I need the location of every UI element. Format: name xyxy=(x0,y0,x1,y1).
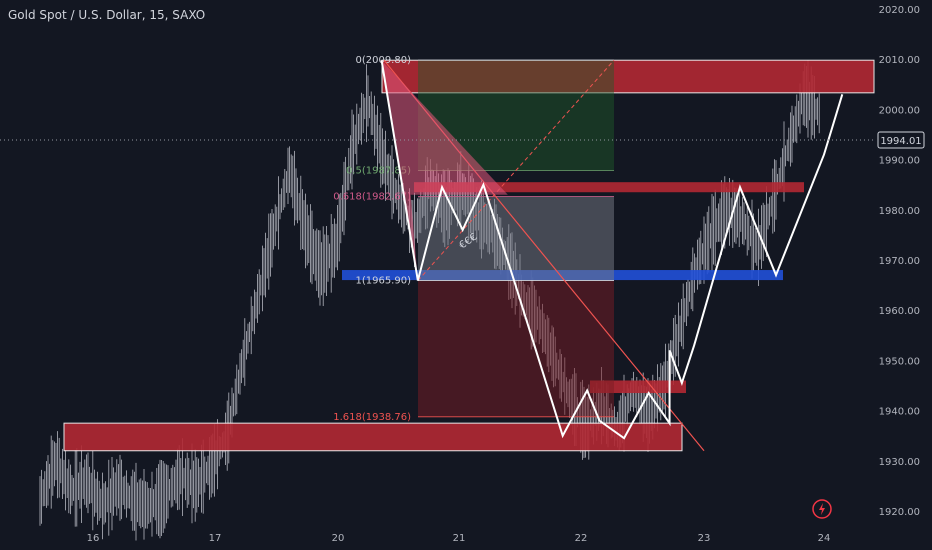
fib-level-label: 1(1965.90) xyxy=(355,276,411,287)
y-tick-label: 1940.00 xyxy=(879,407,920,418)
y-tick-label: 1950.00 xyxy=(879,356,920,367)
x-tick-label: 16 xyxy=(87,533,100,544)
y-tick-label: 1960.00 xyxy=(879,306,920,317)
x-tick-label: 20 xyxy=(332,533,345,544)
y-tick-label: 1990.00 xyxy=(879,156,920,167)
y-tick-label: 1980.00 xyxy=(879,206,920,217)
fib-level-label: 0.618(1982.67) xyxy=(333,191,411,202)
y-tick-label: 2020.00 xyxy=(879,5,920,16)
y-tick-label: 1930.00 xyxy=(879,457,920,468)
y-tick-label: 2010.00 xyxy=(879,55,920,66)
x-tick-label: 23 xyxy=(698,533,711,544)
diagonal-dashed-line xyxy=(417,59,615,281)
y-tick-label: 1920.00 xyxy=(879,507,920,518)
fib-level-label: 1.618(1938.76) xyxy=(333,412,411,423)
x-tick-label: 17 xyxy=(209,533,222,544)
zone-supply xyxy=(414,182,804,193)
fib-zone-mid xyxy=(418,196,614,281)
zone-supply xyxy=(381,59,875,94)
y-tick-label: 2000.00 xyxy=(879,105,920,116)
y-tick-label: 1970.00 xyxy=(879,256,920,267)
fib-level-label: 0.5(1987.85) xyxy=(346,165,411,176)
x-tick-label: 22 xyxy=(575,533,588,544)
x-tick-label: 21 xyxy=(453,533,466,544)
chart-title: Gold Spot / U.S. Dollar, 15, SAXO xyxy=(8,8,206,22)
current-price-tag xyxy=(877,131,925,149)
x-tick-label: 24 xyxy=(818,533,831,544)
current-price-label: 1994.01 xyxy=(880,136,921,147)
fib-zone-lower xyxy=(418,280,614,417)
pattern-zigzag xyxy=(380,60,844,440)
zone-demand xyxy=(63,422,683,452)
lightning-icon[interactable] xyxy=(812,499,832,519)
fib-level-label: 0(2009.80) xyxy=(355,55,411,66)
retracement-wedge xyxy=(381,60,508,281)
